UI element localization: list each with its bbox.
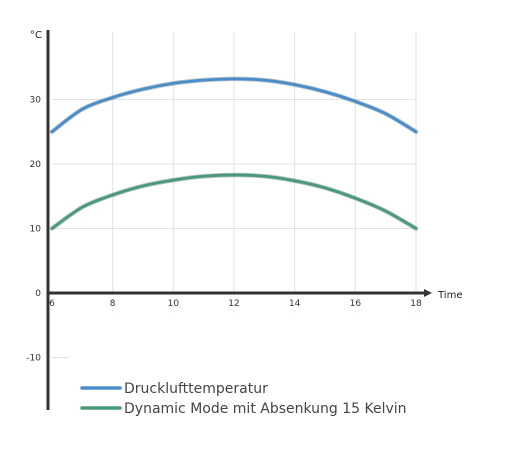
x-tick-label: 18 [410,299,422,309]
x-tick-label: 10 [168,299,180,309]
y-tick-label: 0 [35,289,41,299]
axes [46,30,432,410]
series-layer [49,76,419,231]
legend-label-drucklufttemperatur: Drucklufttemperatur [124,381,268,397]
grid-lines [52,32,417,358]
x-tick-label: 16 [350,299,362,309]
x-tick-label: 12 [228,299,239,309]
y-tick-label: 30 [30,96,42,106]
tick-labels: -10 0 10 20 30 6 8 10 12 14 16 18 [26,96,422,364]
y-tick-label: 20 [30,160,42,170]
x-axis-arrowhead [424,289,432,297]
legend-label-dynamic-mode: Dynamic Mode mit Absenkung 15 Kelvin [124,401,407,417]
series-line-dynamic-mode [50,173,418,230]
x-axis-label: Time [437,290,462,301]
x-tick-label: 14 [289,299,301,309]
series-line-drucklufttemperatur [50,77,418,134]
x-tick-label: 8 [110,299,116,309]
legend: Drucklufttemperatur Dynamic Mode mit Abs… [80,381,407,417]
y-axis-unit-label: °C [30,30,42,41]
y-tick-label: -10 [26,354,41,364]
x-tick-label: 6 [49,299,55,309]
y-tick-label: 10 [30,225,42,235]
